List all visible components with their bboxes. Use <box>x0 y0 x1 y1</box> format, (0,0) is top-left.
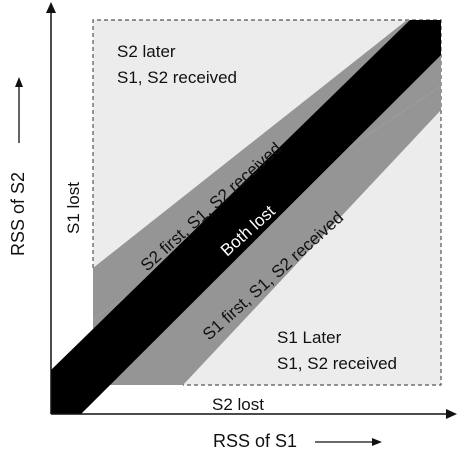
y-axis-label-arrowhead <box>15 77 23 87</box>
s2-lost-label: S2 lost <box>212 395 264 414</box>
s2-later-received-label: S1, S2 received <box>117 68 237 87</box>
y-axis-arrowhead <box>46 2 56 13</box>
x-axis-label: RSS of S1 <box>213 431 297 451</box>
s1-later-received-label: S1, S2 received <box>277 354 397 373</box>
y-axis-label: RSS of S2 <box>8 172 28 256</box>
s1-later-label: S1 Later <box>277 328 342 347</box>
s2-later-label: S2 later <box>117 42 176 61</box>
x-axis-label-arrowhead <box>372 438 382 446</box>
x-axis-arrowhead <box>446 409 457 419</box>
both-lost-band <box>51 20 441 414</box>
s1-lost-label: S1 lost <box>64 182 83 234</box>
